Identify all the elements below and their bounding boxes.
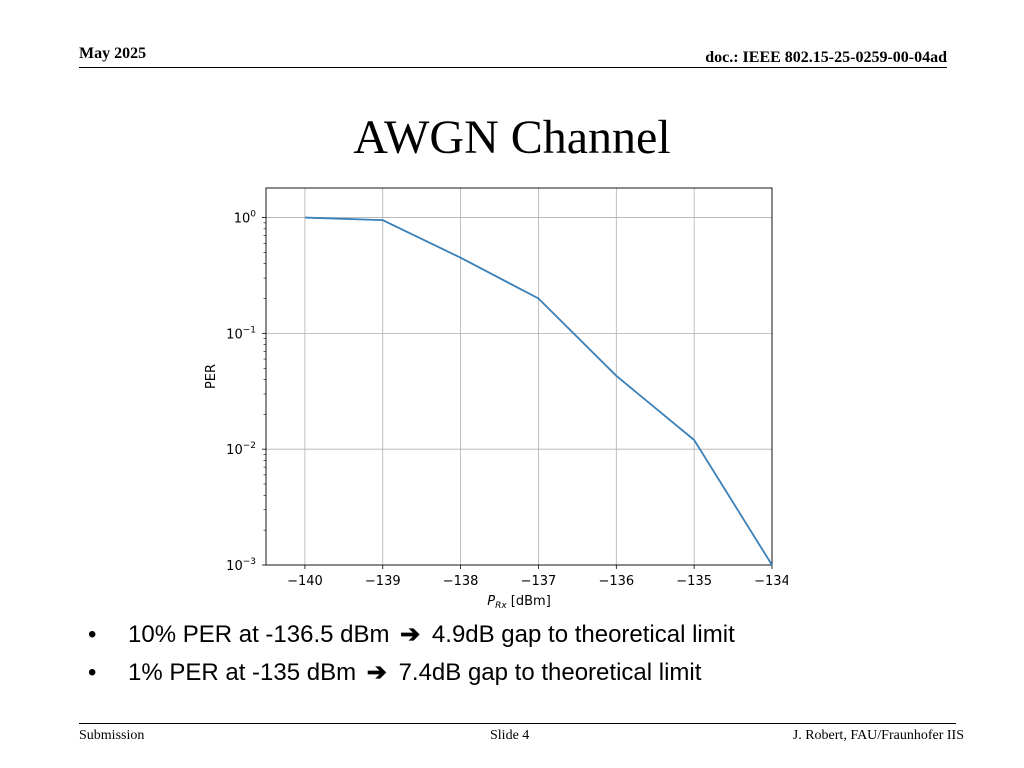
x-tick-label: −134 bbox=[754, 574, 788, 589]
footer-author: J. Robert, FAU/Fraunhofer IIS bbox=[792, 728, 964, 743]
bullet-marker: • bbox=[88, 621, 97, 648]
bullet-text-before: 1% PER at -135 dBm bbox=[128, 659, 357, 686]
per-chart: −140 −139 −138 −137 −136 −135 −134 100 10−1 10−2 1… bbox=[204, 187, 788, 610]
header-divider bbox=[79, 67, 947, 68]
header-doc-id: doc.: IEEE 802.15-25-0259-00-04ad bbox=[705, 49, 947, 66]
bullet-text-before: 10% PER at -136.5 dBm bbox=[128, 621, 390, 648]
footer-slide-number: Slide 4 bbox=[490, 728, 530, 743]
x-axis-label: PRx [dBm] bbox=[487, 594, 551, 610]
bullet-item: • 10% PER at -136.5 dBm ➔ 4.9dB gap to t… bbox=[88, 616, 735, 654]
right-arrow-icon: ➔ bbox=[366, 659, 387, 686]
footer-divider bbox=[79, 723, 956, 724]
per-series-line bbox=[304, 216, 773, 566]
plot-frame bbox=[265, 187, 773, 566]
bullet-item: • 1% PER at -135 dBm ➔ 7.4dB gap to theo… bbox=[88, 654, 735, 692]
y-axis-label: PER bbox=[204, 364, 219, 389]
x-tick-label: −136 bbox=[598, 574, 634, 589]
y-tick-label: 100 bbox=[234, 210, 257, 227]
bullet-marker: • bbox=[88, 659, 97, 686]
x-tick-label: −135 bbox=[676, 574, 712, 589]
bullet-text-after: 4.9dB gap to theoretical limit bbox=[431, 621, 735, 648]
y-tick-label: 10−1 bbox=[226, 325, 256, 342]
y-tick-label: 10−2 bbox=[226, 441, 256, 458]
bullet-list: • 10% PER at -136.5 dBm ➔ 4.9dB gap to t… bbox=[88, 616, 735, 692]
x-tick-label: −137 bbox=[521, 574, 557, 589]
bullet-text-after: 7.4dB gap to theoretical limit bbox=[398, 659, 702, 686]
x-tick-label: −139 bbox=[365, 574, 401, 589]
x-tick-label: −138 bbox=[443, 574, 479, 589]
footer-submission: Submission bbox=[79, 728, 145, 743]
header-date: May 2025 bbox=[79, 45, 147, 62]
x-tick-label: −140 bbox=[287, 574, 323, 589]
slide-title: AWGN Channel bbox=[353, 111, 671, 164]
y-tick-label: 10−3 bbox=[226, 557, 256, 574]
right-arrow-icon: ➔ bbox=[400, 621, 421, 648]
